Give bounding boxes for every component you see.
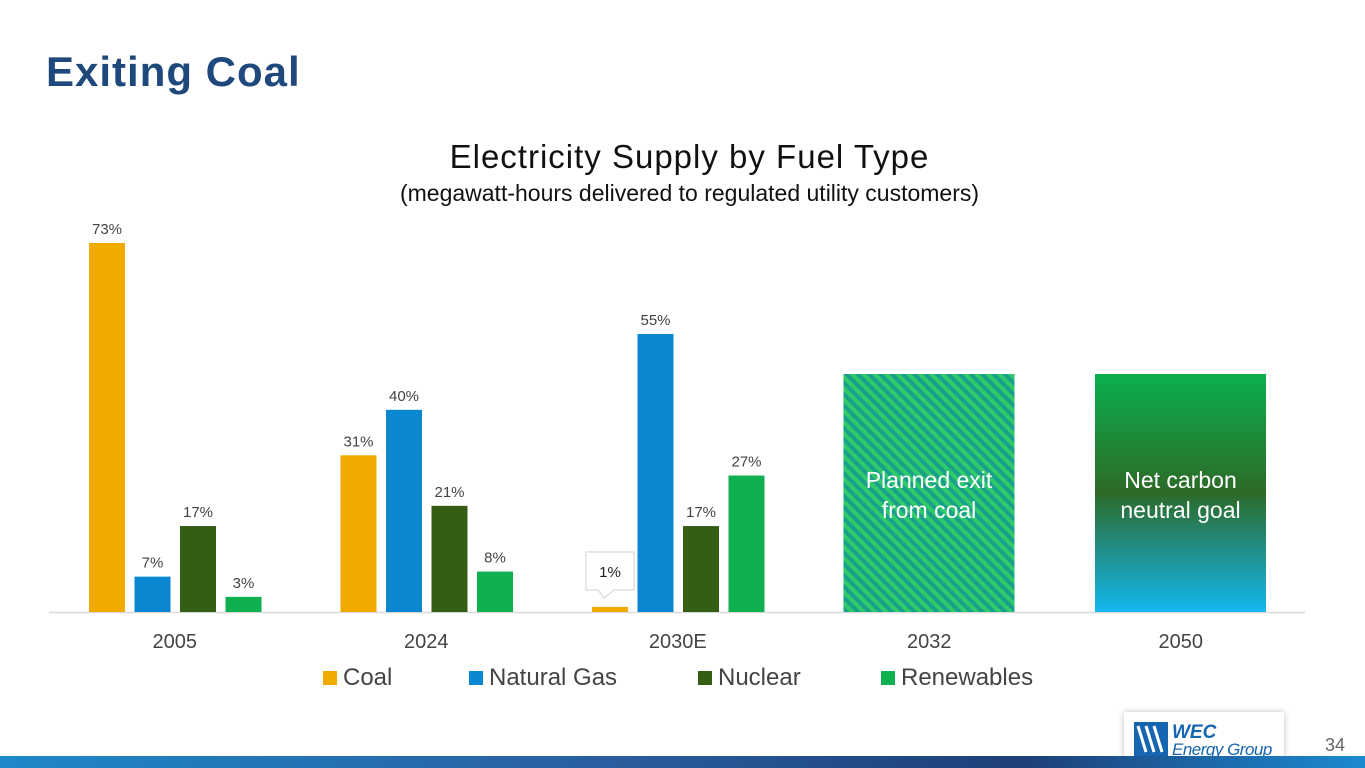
milestone-label: Net carbon [1124, 467, 1237, 493]
data-label: 55% [640, 312, 670, 329]
net-carbon-goal-box [1095, 374, 1266, 612]
data-label: 3% [233, 575, 255, 592]
bar-natural-gas [637, 333, 674, 612]
logo-text-energy-group: Energy Group [1172, 740, 1272, 759]
data-label: 27% [731, 454, 761, 471]
legend-swatch-coal [323, 671, 337, 685]
milestone-label: Planned exit [866, 467, 993, 493]
legend-swatch-renewables [881, 671, 895, 685]
legend-swatch-nuclear [698, 671, 712, 685]
x-tick-label: 2032 [907, 631, 952, 653]
logo-text-wec: WEC [1172, 722, 1217, 743]
legend-label: Renewables [901, 664, 1033, 691]
page-number: 34 [1324, 735, 1345, 755]
planned-exit-box [843, 374, 1015, 612]
bar-coal [592, 606, 628, 612]
data-label: 40% [389, 388, 419, 405]
data-label: 8% [484, 550, 506, 567]
bar-renewables [477, 571, 513, 612]
bottom-bar [0, 756, 1365, 768]
bar-nuclear [431, 505, 468, 612]
bar-coal [340, 455, 377, 612]
x-tick-label: 2030E [649, 631, 707, 653]
data-label: 7% [142, 555, 164, 572]
bar-natural-gas [134, 576, 171, 612]
bar-renewables [225, 596, 262, 612]
legend-label: Natural Gas [489, 664, 617, 691]
data-label: 1% [599, 564, 621, 581]
milestone-label: from coal [882, 497, 977, 523]
chart-title: Electricity Supply by Fuel Type [449, 138, 930, 175]
x-tick-label: 2024 [404, 631, 449, 653]
legend-label: Coal [343, 664, 392, 691]
legend-label: Nuclear [718, 664, 801, 691]
bar-renewables [728, 475, 765, 612]
wec-logo-mark-icon [1134, 722, 1168, 756]
bar-natural-gas [386, 409, 422, 612]
bar-nuclear [683, 526, 719, 612]
data-label: 21% [434, 484, 464, 501]
legend-swatch-natural-gas [469, 671, 483, 685]
x-tick-label: 2005 [153, 631, 198, 653]
data-label: 31% [343, 433, 373, 450]
bar-coal [89, 243, 125, 612]
bar-nuclear [180, 526, 216, 612]
data-label: 73% [92, 221, 122, 238]
data-label-callout [585, 551, 635, 599]
milestone-label: neutral goal [1120, 497, 1240, 523]
slide-title: Exiting Coal [46, 48, 301, 95]
bar-chart: 2005 2024 2030E 2032 2050 73% 31% 1% 7% 40% 55% 17%… [49, 221, 1305, 691]
data-label: 17% [183, 504, 213, 521]
x-tick-label: 2050 [1159, 631, 1204, 653]
chart-subtitle: (megawatt-hours delivered to regulated u… [399, 180, 980, 206]
data-label: 17% [686, 504, 716, 521]
